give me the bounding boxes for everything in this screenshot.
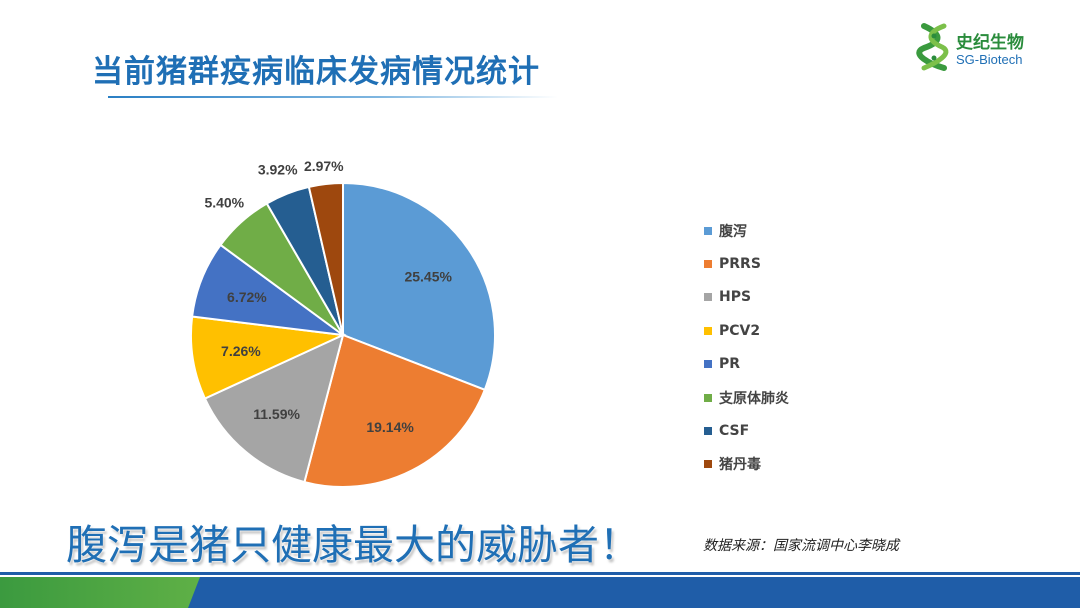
legend-swatch [704, 427, 712, 436]
data-label: 5.40% [204, 195, 244, 211]
pie-slice [189, 315, 347, 400]
legend-swatch [704, 226, 712, 235]
slide-title: 当前猪群疫病临床发病情况统计 [92, 54, 540, 90]
pie-slice [342, 181, 496, 392]
legend-swatch [704, 293, 712, 302]
title-underline [108, 96, 558, 98]
chart-legend: 腹泻 PRRS HPS PCV2 PR 支原体肺炎 CSF 猪丹毒 [704, 214, 824, 481]
legend-item: 腹泻 [704, 214, 824, 247]
legend-label: 支原体肺炎 [719, 390, 789, 407]
legend-item: 猪丹毒 [704, 448, 824, 481]
legend-label: 猪丹毒 [719, 457, 761, 474]
data-source-note: 数据来源：国家流调中心李晓成 [703, 538, 899, 554]
data-label: 7.26% [221, 343, 261, 359]
legend-label: PRRS [719, 256, 761, 273]
data-label: 6.72% [227, 289, 267, 305]
legend-label: CSF [719, 423, 750, 440]
footer-accent [0, 577, 200, 608]
legend-item: PR [704, 348, 824, 381]
data-label: 3.92% [258, 162, 298, 178]
footer-rule [0, 572, 1080, 575]
data-label: 25.45% [404, 269, 452, 285]
company-logo: 史纪生物 SG-Biotech [916, 22, 1056, 72]
logo-name: 史纪生物 [956, 33, 1024, 53]
slogan: 腹泻是猪只健康最大的威胁者！ [66, 521, 640, 569]
data-label: 2.97% [304, 158, 344, 174]
legend-item: CSF [704, 414, 824, 447]
legend-label: PR [719, 356, 741, 373]
pie-slice [307, 181, 344, 336]
dna-helix-icon [916, 23, 949, 71]
legend-item: PCV2 [704, 314, 824, 347]
legend-swatch [704, 360, 712, 369]
legend-swatch [704, 326, 712, 335]
legend-item: HPS [704, 281, 824, 314]
legend-label: 腹泻 [719, 223, 747, 240]
data-label: 11.59% [253, 406, 300, 422]
legend-item: 支原体肺炎 [704, 381, 824, 414]
data-label: 19.14% [366, 419, 414, 435]
legend-swatch [704, 393, 712, 402]
pie-slice [203, 333, 345, 484]
logo-subtitle: SG-Biotech [956, 52, 1023, 67]
legend-label: PCV2 [719, 322, 761, 339]
legend-swatch [704, 260, 712, 269]
pie-slice [303, 333, 487, 488]
legend-label: HPS [719, 289, 752, 306]
legend-item: PRRS [704, 247, 824, 280]
legend-swatch [704, 460, 712, 469]
